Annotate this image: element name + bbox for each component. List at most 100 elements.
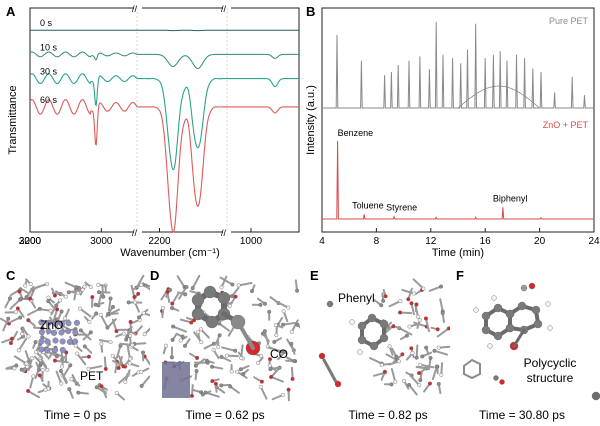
panel-c-zno-atom-1 [45, 319, 52, 326]
panel-d-atom-41 [193, 363, 198, 368]
panel-b-trace-0 [322, 21, 594, 109]
panel-e-ring-atom-3 [379, 333, 389, 343]
panel-d-atom-61 [170, 305, 175, 310]
panel-e-h-2 [357, 349, 363, 355]
panel-c-atom-64 [86, 354, 91, 359]
panel-e-bond-9 [439, 298, 444, 313]
panel-c-zno-atom-8 [51, 329, 58, 336]
panel-d-atom-14 [281, 309, 286, 314]
panel-d-atom-101 [224, 353, 229, 358]
panel-d-atom-75 [199, 340, 204, 345]
panel-e-atom-36 [421, 286, 426, 291]
panel-e-bond-21 [419, 363, 435, 369]
panel-c-atom-127 [26, 388, 31, 393]
panel-c-label-pet: PET [80, 369, 104, 383]
panel-d-ring-atom-5 [191, 307, 205, 321]
panel-c-atom-137 [31, 374, 36, 379]
panel-d-atom-15 [295, 288, 300, 293]
panel-e-ring-atom-1 [367, 313, 377, 323]
panel-d-atom-98 [219, 285, 224, 290]
panel-c-atom-108 [52, 293, 57, 298]
panel-e-atom-31 [407, 382, 412, 387]
panel-e-atom-29 [434, 364, 439, 369]
panel-c-atom-22 [37, 373, 42, 378]
panel-c-atom-29 [94, 311, 99, 316]
panel-d-ring-atom-2 [217, 291, 231, 305]
panel-c-atom-122 [34, 350, 39, 355]
panel-a-trace-labels: 0 s 10 s 30 s 60 s [40, 18, 58, 105]
panel-c-atom-123 [130, 342, 135, 347]
panel-c-atom-129 [133, 300, 138, 305]
panel-c-atom-2 [45, 367, 50, 372]
panel-b-annotations: Benzene Toluene Styrene Biphenyl [338, 128, 528, 213]
panel-c-atom-31 [88, 330, 93, 335]
panel-e-atom-4 [435, 327, 440, 332]
panel-c-atom-117 [141, 311, 146, 316]
panel-d-bond-68 [176, 275, 186, 289]
panel-c-atom-6 [98, 312, 103, 317]
panel-e-atom-23 [381, 298, 386, 303]
panel-c-bond-161 [27, 307, 41, 316]
panel-c-atom-78 [69, 377, 74, 382]
panel-c-atom-126 [55, 326, 60, 331]
panel-c-atom-91 [18, 296, 23, 301]
panel-c-atom-128 [63, 294, 68, 299]
panel-a-tick-label-0: 3200 [19, 236, 42, 247]
panel-d-atom-12 [178, 338, 183, 343]
panel-e-bond-25 [385, 353, 399, 362]
panel-d-atom-62 [289, 341, 294, 346]
panel-c-atom-14 [108, 296, 113, 301]
panel-c-atom-57 [108, 340, 113, 345]
panel-c-atom-146 [99, 341, 104, 346]
panel-d-atom-94 [211, 347, 216, 352]
panel-c-atom-164 [123, 379, 128, 384]
panel-b-plot-frame [321, 7, 595, 233]
panel-c-atom-62 [80, 287, 85, 292]
panel-e-atom-5 [379, 362, 384, 367]
panel-d-atom-29 [190, 286, 195, 291]
panel-c-bond-6 [99, 313, 109, 329]
panel-c-atom-95 [74, 285, 79, 290]
panel-a-xlabel: Wavenumber (cm⁻¹) [120, 247, 220, 259]
panel-f-label-line1: Polycyclic [524, 356, 577, 370]
panel-b-gc-chart: B Intensity (a.u.) 4 8 12 16 20 24 Benzene Tol… [305, 4, 600, 259]
panel-b-trace-1 [322, 140, 594, 220]
panel-e-atom-13 [439, 372, 444, 377]
panel-d-atom-42 [274, 333, 279, 338]
panel-b-series-label-zno: ZnO + PET [543, 120, 589, 130]
panel-c-atom-132 [99, 384, 104, 389]
panel-d-bond-51 [172, 325, 188, 333]
panel-d-atom-109 [194, 369, 199, 374]
panel-a-traces [29, 29, 299, 234]
panel-e-atom-54 [383, 294, 388, 299]
panel-c-atom-99 [30, 356, 35, 361]
panel-d-atom-89 [292, 358, 297, 363]
panel-c-letter: C [6, 268, 16, 283]
panel-c-bond-127 [27, 389, 41, 399]
panel-f-ring-b-atom-2 [531, 305, 541, 315]
panel-e-co2-o2 [334, 380, 342, 388]
panel-c-zno-atom-2 [52, 320, 59, 327]
panel-d-atom-40 [269, 374, 274, 379]
panel-c-atom-158 [101, 294, 106, 299]
panel-d-atom-79 [205, 360, 210, 365]
panel-a-trace-60s-seg0 [29, 99, 138, 147]
panel-f-molecular-scene [463, 282, 600, 401]
panel-f-oxygen-bond [512, 328, 526, 348]
panel-e-atom-49 [439, 284, 444, 289]
panel-a-trace-60s-seg1 [137, 106, 227, 234]
panel-d-atom-69 [228, 384, 233, 389]
panel-c-atom-84 [139, 369, 144, 374]
panel-d-atom-91 [268, 367, 273, 372]
panel-c-atom-77 [40, 367, 45, 372]
panel-e-atom-2 [398, 299, 403, 304]
panel-b-annotation-toluene: Toluene [352, 200, 384, 210]
panel-d-atom-90 [295, 322, 300, 327]
panel-d-bond-107 [267, 346, 284, 353]
panel-f-h-2 [545, 301, 551, 307]
panel-d-bond-21 [270, 366, 281, 379]
panel-f-small-ring-bond-3 [471, 373, 481, 379]
panel-c-zno-atom-7 [45, 328, 52, 335]
panel-c-zno-atom-11 [72, 329, 79, 336]
panel-c-zno-atom-0 [38, 319, 45, 326]
